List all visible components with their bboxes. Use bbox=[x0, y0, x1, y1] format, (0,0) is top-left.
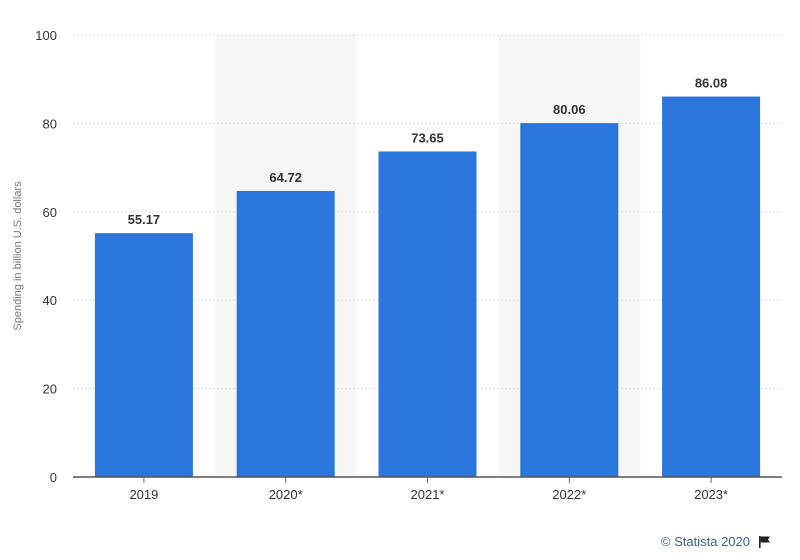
x-tick-label-2: 2021* bbox=[411, 487, 445, 502]
value-label-3: 80.06 bbox=[553, 102, 586, 117]
y-tick-label-3: 60 bbox=[43, 205, 57, 220]
flag-icon[interactable] bbox=[758, 535, 772, 549]
value-label-1: 64.72 bbox=[269, 170, 302, 185]
bar-1 bbox=[236, 190, 335, 477]
y-tick-label-4: 80 bbox=[43, 116, 57, 131]
x-tick-label-1: 2020* bbox=[269, 487, 303, 502]
x-tick-label-4: 2023* bbox=[694, 487, 728, 502]
bar-0 bbox=[94, 233, 193, 477]
value-label-0: 55.17 bbox=[128, 212, 161, 227]
value-label-2: 73.65 bbox=[411, 130, 444, 145]
bar-4 bbox=[662, 96, 761, 477]
y-axis-title: Spending in billion U.S. dollars bbox=[12, 181, 24, 331]
bar-2 bbox=[378, 151, 477, 478]
x-tick-label-0: 2019 bbox=[129, 487, 158, 502]
y-tick-label-0: 0 bbox=[50, 470, 57, 485]
y-tick-label-1: 20 bbox=[43, 382, 57, 397]
x-tick-label-3: 2022* bbox=[552, 487, 586, 502]
y-tick-label-2: 40 bbox=[43, 293, 57, 308]
value-label-4: 86.08 bbox=[695, 76, 728, 91]
statista-credit[interactable]: © Statista 2020 bbox=[661, 534, 772, 549]
y-tick-label-5: 100 bbox=[35, 28, 57, 43]
credit-text[interactable]: © Statista 2020 bbox=[660, 534, 750, 549]
bar-3 bbox=[520, 123, 619, 477]
